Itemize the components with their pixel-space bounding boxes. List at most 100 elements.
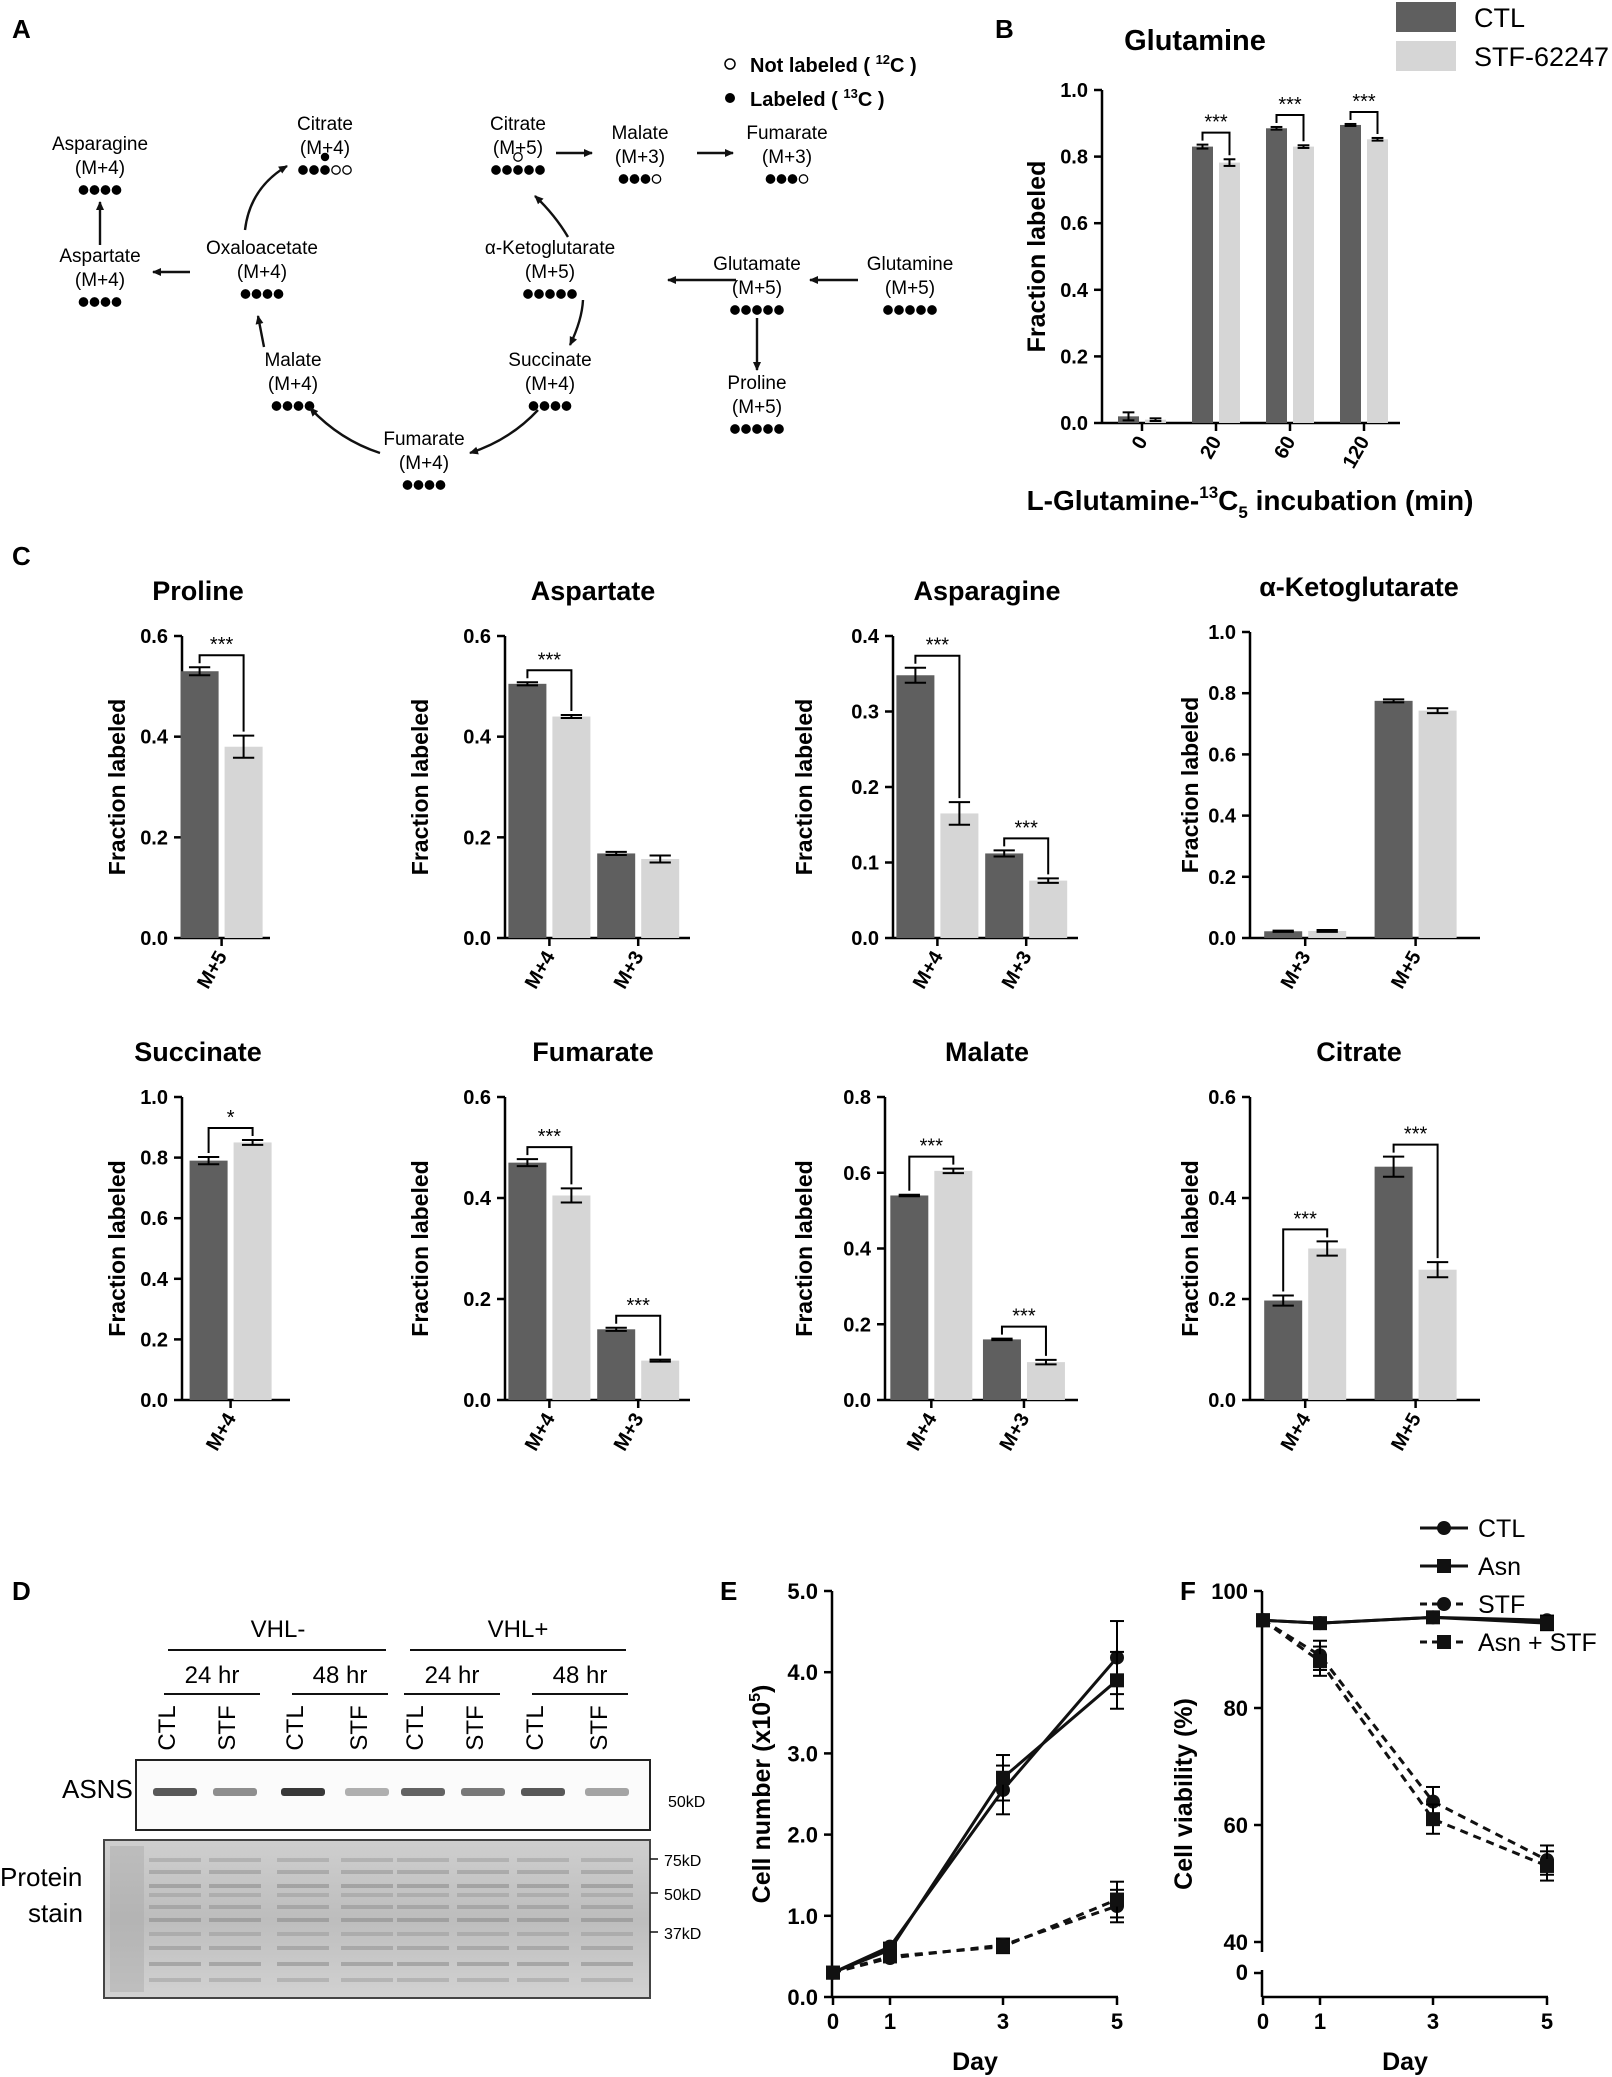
y-tick-label: 0.4 <box>140 1269 169 1291</box>
y-tick-label: 0.6 <box>843 1163 871 1185</box>
y-tick-label: 0.8 <box>1060 147 1088 169</box>
y-axis-label: Fraction labeled <box>791 699 817 875</box>
labeled-dot <box>534 289 544 299</box>
stain-band <box>341 1918 393 1922</box>
line-legend-ctl: CTL <box>1478 1515 1525 1543</box>
stain-band <box>341 1870 393 1874</box>
labeled-dot <box>298 165 308 175</box>
pathway-node: Citrate (M+4) <box>297 114 353 175</box>
series-asn <box>826 1650 1124 1980</box>
stain-band <box>149 1978 201 1982</box>
bar-stf <box>641 1360 680 1400</box>
group-vhl-minus: VHL- <box>251 1616 306 1643</box>
unlabeled-dot <box>798 174 809 184</box>
y-axis-label: Fraction labeled <box>1177 1160 1203 1336</box>
x-tick-label: M+4 <box>909 947 948 993</box>
pathway-node-name: Glutamate <box>713 254 801 275</box>
stain-band <box>277 1962 329 1966</box>
sig-label: *** <box>1404 1124 1428 1146</box>
series-asn-stf <box>1256 1613 1554 1882</box>
y-tick-label: 0.2 <box>1060 346 1088 368</box>
pathway-node-isotope: (M+4) <box>399 453 449 474</box>
bar-ctl <box>1374 700 1413 938</box>
pathway-node-name: Citrate <box>297 114 353 135</box>
stain-band <box>209 1978 261 1982</box>
panel-letter-f: F <box>1180 1576 1196 1606</box>
labeled-dot <box>787 174 798 184</box>
pathway-node-isotope: (M+4) <box>525 374 575 395</box>
bar-stf <box>1418 710 1457 938</box>
line-chart-f-cell-viability: 0 40 60 80 100 0 1 3 5 Day Cell viability (%) <box>1170 1579 1554 2076</box>
labeled-dot <box>752 424 762 434</box>
data-point <box>883 1949 897 1964</box>
labeled-dot <box>618 174 629 184</box>
sig-label: *** <box>1015 817 1039 839</box>
y-tick-label: 0.6 <box>1208 744 1236 766</box>
unlabeled-dot-icon <box>724 58 736 70</box>
data-point <box>1313 1616 1327 1631</box>
x-tick-label: M+3 <box>996 1410 1035 1455</box>
pathway-node: Malate (M+4) <box>264 350 322 411</box>
pathway-node: Succinate (M+4) <box>508 350 592 411</box>
y-tick-label: 4.0 <box>787 1660 818 1685</box>
y-tick-label: 0.6 <box>1060 213 1088 235</box>
bar-ctl <box>189 1160 228 1400</box>
bar-chart-c-akg: α-Ketoglutarate 0.0 0.2 0.4 0.6 0.8 1.0 Fractio… <box>1177 572 1480 993</box>
labeled-dot <box>240 289 251 299</box>
x-tick-label: 0 <box>1257 2009 1269 2034</box>
chart-title: Malate <box>945 1037 1029 1067</box>
bar-stf <box>1026 1362 1065 1400</box>
bar-stf <box>934 1170 973 1400</box>
chart-title: Asparagine <box>913 576 1060 606</box>
lane-label: STF <box>214 1705 241 1750</box>
y-tick-label: 0.4 <box>843 1239 872 1261</box>
pathway-node-isotope: (M+4) <box>300 138 350 159</box>
stain-band <box>341 1932 393 1936</box>
stain-band <box>581 1884 633 1888</box>
stain-band <box>581 1870 633 1874</box>
time-label: 24 hr <box>425 1662 480 1689</box>
pathway-node-isotope: (M+5) <box>732 278 782 299</box>
x-tick-label: M+4 <box>903 1409 942 1455</box>
labeled-dot <box>763 424 773 434</box>
stain-band <box>397 1932 449 1936</box>
pathway-diagram: Not labeled ( 12C ) Labeled ( 13C ) Aspa… <box>52 52 953 490</box>
sig-label: *** <box>1352 91 1376 113</box>
y-axis-label: Fraction labeled <box>1023 161 1051 353</box>
pathway-node-name: α-Ketoglutarate <box>485 238 615 259</box>
series-ctl <box>826 1620 1124 1980</box>
y-tick-label: 0.2 <box>463 1289 491 1311</box>
sig-label: *** <box>920 1136 944 1158</box>
stain-mw-75: 75kD <box>664 1853 701 1870</box>
labeled-dot <box>539 401 550 411</box>
pathway-node-isotope: (M+4) <box>75 158 125 179</box>
stain-band <box>277 1905 329 1909</box>
chart-title: Citrate <box>1316 1037 1402 1067</box>
pathway-node-isotope: (M+4) <box>268 374 318 395</box>
line-legend-stf: STF <box>1478 1591 1525 1619</box>
labeled-dot <box>730 305 740 315</box>
legend-stf-swatch <box>1396 41 1456 71</box>
labeled-dot <box>535 165 545 175</box>
lane-label: CTL <box>282 1705 309 1750</box>
pathway-node-name: Aspartate <box>59 246 140 267</box>
x-tick-label: 60 <box>1270 433 1300 463</box>
pathway-node-isotope: (M+4) <box>75 270 125 291</box>
x-tick-label: 1 <box>884 2009 896 2034</box>
sig-bracket <box>526 1146 573 1185</box>
x-tick-label: 3 <box>997 2009 1009 2034</box>
x-tick-label: M+4 <box>521 947 560 993</box>
y-tick-label: 0.0 <box>787 1985 818 2010</box>
asns-band <box>401 1788 445 1796</box>
asns-blot <box>135 1759 651 1831</box>
stain-band <box>149 1884 201 1888</box>
series-line <box>832 1679 1118 1975</box>
pathway-node-name: Malate <box>264 350 321 371</box>
sig-label: *** <box>926 635 950 657</box>
stain-band <box>581 1946 633 1950</box>
labeled-dot <box>78 185 89 195</box>
bar-ctl <box>982 1339 1021 1400</box>
stain-band <box>277 1918 329 1922</box>
stain-band <box>277 1893 329 1897</box>
labeled-dot <box>502 165 512 175</box>
